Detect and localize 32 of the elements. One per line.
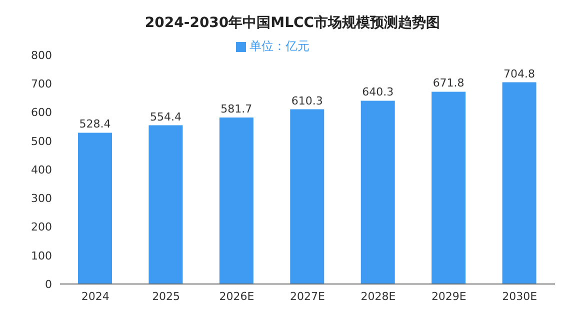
y-tick-label: 700 bbox=[31, 78, 52, 91]
legend-label: 单位：亿元 bbox=[250, 39, 310, 53]
y-tick-label: 300 bbox=[31, 192, 52, 206]
x-tick-label: 2026E bbox=[219, 290, 254, 303]
y-tick-label: 500 bbox=[31, 134, 52, 148]
data-label: 610.3 bbox=[291, 94, 323, 108]
bar bbox=[78, 132, 112, 284]
x-tick-label: 2027E bbox=[290, 290, 326, 303]
x-tick-label: 2029E bbox=[431, 290, 466, 303]
bar bbox=[219, 117, 254, 284]
bar bbox=[502, 82, 536, 284]
chart-title: 2024-2030年中国MLCC市场规模预测趋势图 bbox=[144, 14, 442, 32]
y-tick-label: 600 bbox=[31, 106, 52, 120]
x-tick-label: 2030E bbox=[502, 290, 538, 303]
x-tick-label: 2028E bbox=[360, 290, 396, 303]
bar bbox=[432, 92, 466, 284]
data-label: 554.4 bbox=[150, 110, 182, 124]
bar bbox=[148, 125, 183, 284]
bar bbox=[290, 109, 324, 284]
data-label: 704.8 bbox=[504, 67, 536, 80]
data-label: 640.3 bbox=[362, 86, 394, 99]
data-label: 581.7 bbox=[220, 102, 252, 116]
y-tick-label: 200 bbox=[31, 220, 52, 234]
data-label: 528.4 bbox=[79, 118, 111, 131]
x-tick-label: 2025 bbox=[152, 290, 180, 303]
y-tick-label: 400 bbox=[31, 163, 52, 176]
y-tick-label: 0 bbox=[45, 278, 52, 291]
x-tick-label: 2024 bbox=[81, 290, 110, 303]
bar bbox=[360, 100, 395, 284]
y-tick-label: 100 bbox=[31, 249, 52, 262]
y-tick-label: 800 bbox=[31, 48, 52, 62]
data-label: 671.8 bbox=[432, 76, 464, 90]
